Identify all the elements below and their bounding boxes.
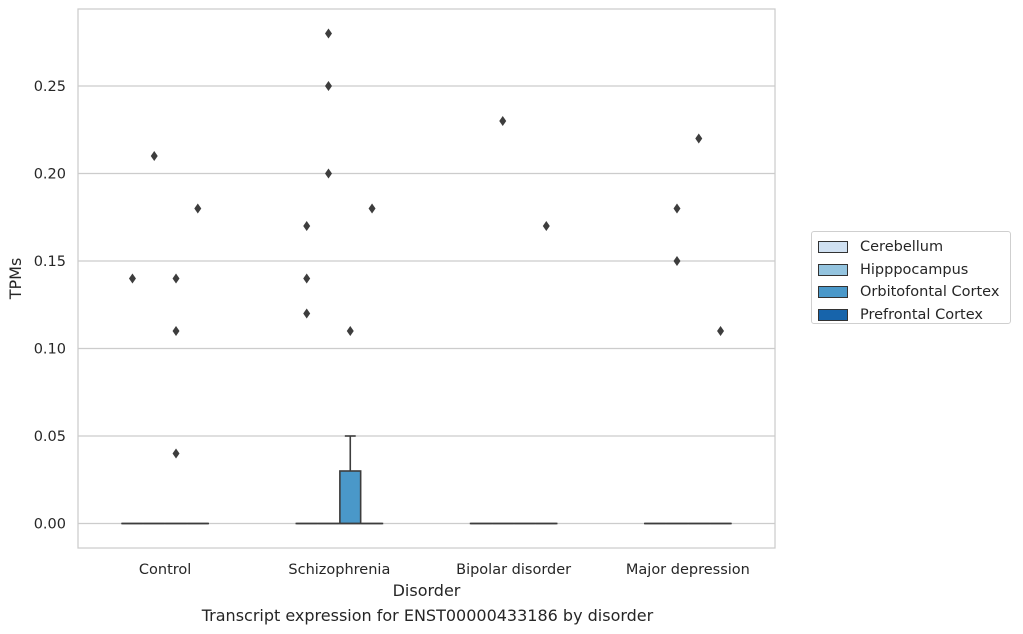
outlier-point xyxy=(128,273,136,284)
y-tick-label: 0.20 xyxy=(34,167,66,183)
box xyxy=(339,470,362,525)
legend-item-prefrontal-cortex: Prefrontal Cortex xyxy=(818,304,1010,327)
legend: Cerebellum Hipppocampus Orbitofontal Cor… xyxy=(811,231,1011,324)
x-tick-label: Schizophrenia xyxy=(288,562,390,578)
x-tick-label: Major depression xyxy=(626,562,750,578)
legend-label: Hipppocampus xyxy=(860,261,969,278)
legend-label: Orbitofontal Cortex xyxy=(860,284,1000,301)
x-tick-label: Bipolar disorder xyxy=(456,562,571,578)
outlier-point xyxy=(499,116,507,126)
outlier-point xyxy=(172,273,180,284)
legend-item-hippocampus: Hipppocampus xyxy=(818,259,1010,282)
chart-caption: Transcript expression for ENST0000043318… xyxy=(201,606,654,625)
legend-swatch xyxy=(818,241,848,254)
outlier-point xyxy=(673,203,681,214)
outlier-point xyxy=(717,326,725,336)
legend-swatch xyxy=(818,286,848,299)
outlier-point xyxy=(542,221,550,231)
outlier-point xyxy=(150,151,158,161)
outlier-point xyxy=(324,81,332,91)
legend-item-cerebellum: Cerebellum xyxy=(818,236,1010,259)
plot-frame xyxy=(77,8,776,549)
y-tick-label: 0.25 xyxy=(34,79,66,95)
outlier-point xyxy=(695,133,703,144)
outlier-points xyxy=(128,28,725,459)
legend-swatch xyxy=(818,308,848,321)
y-axis-label: TPMs xyxy=(6,258,25,301)
y-axis-ticks: 0.00 0.05 0.10 0.15 0.20 0.25 xyxy=(34,79,66,533)
outlier-point xyxy=(673,256,681,266)
y-tick-label: 0.15 xyxy=(34,254,66,270)
y-tick-label: 0.10 xyxy=(34,342,66,358)
legend-label: Prefrontal Cortex xyxy=(860,306,983,323)
box-plots xyxy=(121,435,732,525)
x-axis-ticks: Control Schizophrenia Bipolar disorder Majo… xyxy=(139,562,750,578)
grid-lines xyxy=(78,85,775,525)
y-tick-label: 0.00 xyxy=(34,517,66,533)
outlier-point xyxy=(368,203,376,214)
x-tick-label: Control xyxy=(139,562,191,578)
outlier-point xyxy=(303,308,311,319)
outlier-point xyxy=(346,326,354,336)
legend-label: Cerebellum xyxy=(860,239,944,256)
outlier-point xyxy=(324,168,332,179)
outlier-point xyxy=(194,203,202,214)
y-tick-label: 0.05 xyxy=(34,429,66,445)
outlier-point xyxy=(324,28,332,39)
outlier-point xyxy=(172,448,180,459)
legend-item-orbitofrontal-cortex: Orbitofontal Cortex xyxy=(818,281,1010,304)
outlier-point xyxy=(172,326,180,336)
x-axis-label: Disorder xyxy=(393,581,461,600)
legend-swatch xyxy=(818,263,848,276)
outlier-point xyxy=(303,221,311,231)
outlier-point xyxy=(303,273,311,284)
